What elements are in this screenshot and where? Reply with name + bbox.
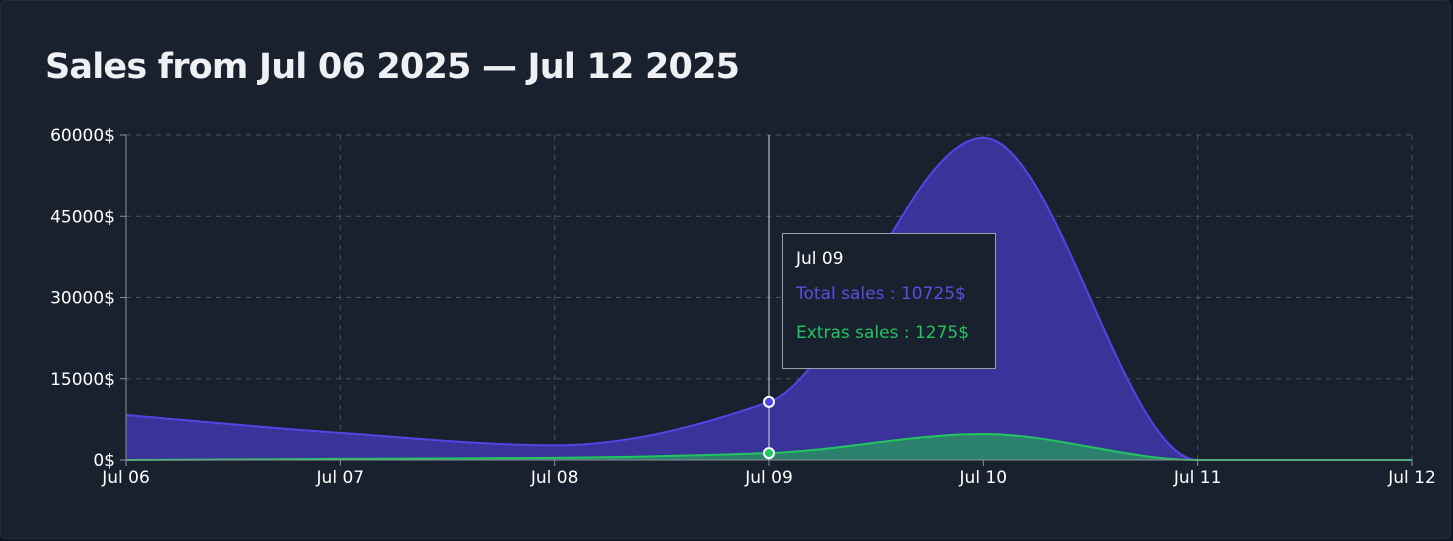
tooltip-total-sales: Total sales : 10725$ <box>796 285 982 303</box>
tooltip-extras-sales: Extras sales : 1275$ <box>796 324 982 342</box>
y-tick-label: 30000$ <box>50 289 115 309</box>
tooltip-date: Jul 09 <box>796 250 982 268</box>
extras-sales-hover-point <box>764 448 774 458</box>
total-sales-hover-point <box>764 397 774 407</box>
x-tick-label: Jul 12 <box>1387 468 1436 488</box>
x-tick-label: Jul 11 <box>1173 468 1222 488</box>
x-tick-label: Jul 09 <box>744 468 793 488</box>
y-tick-label: 60000$ <box>50 126 115 146</box>
y-tick-label: 45000$ <box>50 207 115 227</box>
x-tick-label: Jul 07 <box>316 468 365 488</box>
x-tick-label: Jul 06 <box>101 468 150 488</box>
y-tick-label: 15000$ <box>50 370 115 390</box>
x-tick-label: Jul 08 <box>530 468 579 488</box>
chart-tooltip: Jul 09 Total sales : 10725$ Extras sales… <box>782 233 996 369</box>
x-tick-label: Jul 10 <box>959 468 1008 488</box>
